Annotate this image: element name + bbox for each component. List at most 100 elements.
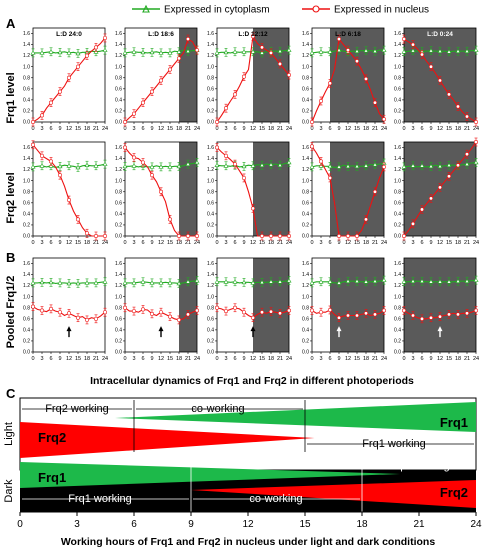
x-tick-label: 18 (84, 356, 90, 362)
x-tick-label: 24 (473, 126, 479, 132)
y-tick-label: 0.8 (207, 305, 214, 311)
nucleus-point (419, 207, 424, 212)
y-tick-label: 1.6 (302, 31, 309, 37)
cytoplasm-point (122, 50, 128, 55)
cytoplasm-point (309, 280, 315, 285)
x-tick-label: 0 (123, 126, 126, 132)
nucleus-point (277, 311, 282, 316)
cytoplasm-point (66, 280, 72, 286)
nucleus-point (85, 317, 90, 322)
column-title: L:D 24:0 (56, 31, 82, 38)
nucleus-point (186, 37, 191, 42)
cytoplasm-point (250, 280, 256, 285)
y-tick-label: 1.0 (23, 178, 30, 184)
cytoplasm-point (354, 163, 360, 169)
nucleus-point (437, 185, 442, 190)
cytoplasm-point (464, 161, 470, 166)
cytoplasm-point (223, 279, 229, 284)
y-tick-label: 1.0 (207, 64, 214, 70)
x-tick-label: 15 (75, 240, 81, 246)
dark-frq2-working: Frq2 working (386, 460, 450, 472)
y-tick-label: 0.4 (23, 211, 30, 217)
y-tick-label: 0.2 (23, 223, 30, 229)
cytoplasm-point (48, 279, 54, 285)
cytoplasm-point (327, 49, 333, 54)
cytoplasm-point (446, 49, 452, 54)
x-tick-label: 15 (354, 240, 360, 246)
nucleus-point (345, 234, 350, 239)
cytoplasm-point (327, 279, 333, 284)
nucleus-point (224, 106, 229, 111)
cytoplasm-point (66, 50, 72, 55)
cytoplasm-point (363, 48, 369, 53)
y-tick-label: 1.2 (302, 283, 309, 289)
y-tick-label: 0.6 (115, 200, 122, 206)
nucleus-point (286, 73, 291, 78)
y-tick-label: 0.0 (302, 350, 309, 356)
x-tick-label: 0 (310, 126, 313, 132)
x-tick-label: 24 (381, 356, 387, 362)
nucleus-point (446, 92, 451, 97)
y-tick-label: 0.4 (207, 211, 214, 217)
x-tick-label: 18 (363, 356, 369, 362)
x-tick-label: 3 (411, 356, 414, 362)
nucleus-point (48, 159, 53, 164)
nucleus-point (123, 305, 128, 310)
arrow-head (437, 326, 443, 332)
nucleus-point (381, 308, 386, 313)
subplot-3-2: 0.0 0.2 0.4 0.6 0.8 1.0 1.2 1.4 1.6 0 3 6 9 12 15 18 21 2… (302, 257, 387, 362)
nucleus-point (57, 89, 62, 94)
x-tick-label: 3 (224, 240, 227, 246)
dark-period (330, 258, 384, 352)
cytoplasm-point (410, 163, 416, 168)
y-tick-label: 1.4 (23, 272, 30, 278)
nucleus-point (401, 308, 406, 313)
cytoplasm-point (372, 278, 378, 284)
nucleus-point (455, 163, 460, 168)
y-tick-label: 0.6 (23, 86, 30, 92)
x-tick-label: 9 (150, 356, 153, 362)
nucleus-point (177, 234, 182, 239)
nucleus-point (159, 189, 164, 194)
cytoplasm-point (167, 280, 173, 285)
y-tick-label: 0.8 (394, 75, 401, 81)
x-tick-label: 6 (49, 240, 52, 246)
nucleus-point (410, 313, 415, 318)
cytoplasm-point (39, 163, 45, 168)
y-tick-label: 0.8 (207, 189, 214, 195)
cytoplasm-point (381, 47, 387, 52)
y-tick-label: 1.2 (394, 53, 401, 59)
y-tick-label: 0.0 (115, 120, 122, 126)
cytoplasm-point (223, 163, 229, 168)
x-tick-label: 6 (328, 126, 331, 132)
cytoplasm-point (268, 162, 274, 167)
y-tick-label: 1.0 (394, 178, 401, 184)
nucleus-point (286, 234, 291, 239)
x-tick-label: 0 (31, 356, 34, 362)
cytoplasm-point (75, 280, 81, 286)
cytoplasm-point (401, 279, 407, 284)
x-tick-label: 21 (464, 240, 470, 246)
y-tick-label: 1.6 (23, 261, 30, 267)
x-tick-label: 12 (345, 356, 351, 362)
nucleus-point (123, 120, 128, 125)
nucleus-point (455, 312, 460, 317)
cytoplasm-point (158, 280, 164, 285)
y-tick-label: 1.6 (207, 261, 214, 267)
caption-c: Working hours of Frq1 and Frq2 in nucleu… (61, 536, 435, 548)
cytoplasm-point (93, 280, 99, 285)
nucleus-point (103, 310, 108, 315)
nucleus-point (150, 311, 155, 316)
cytoplasm-point (241, 163, 247, 169)
x-tick-label: 24 (102, 126, 108, 132)
nucleus-point (233, 162, 238, 167)
y-tick-label: 0.6 (207, 316, 214, 322)
dark-working-marks (22, 462, 474, 512)
x-tick-label: 21 (277, 126, 283, 132)
cytoplasm-point (464, 48, 470, 54)
nucleus-point (268, 309, 273, 314)
nucleus-point (318, 98, 323, 103)
cytoplasm-point (167, 164, 173, 169)
y-tick-label: 0.0 (302, 234, 309, 240)
nucleus-point (464, 152, 469, 157)
